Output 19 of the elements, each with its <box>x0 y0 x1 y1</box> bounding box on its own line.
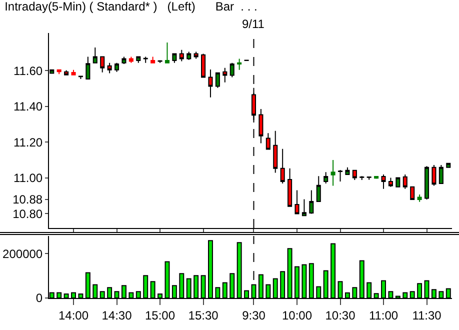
y-tick-label: 200000 <box>2 246 43 261</box>
x-tick-label: 15:30 <box>188 308 219 322</box>
x-tick-label: 10:30 <box>325 308 356 322</box>
text: 9/11 <box>242 17 265 31</box>
y-tick-label: 11.20 <box>13 135 43 150</box>
chart-title: Intraday(5-Min) ( Standard* ) (Left) Bar . . . <box>4 0 258 14</box>
y-tick-label: 10.88 <box>12 192 43 207</box>
x-tick-label: 11:30 <box>412 308 442 322</box>
x-tick-label: 14:30 <box>102 308 132 322</box>
x-tick-label: 14:00 <box>58 308 89 322</box>
x-tick-label: 9:30 <box>242 308 266 322</box>
x-tick-label: 15:00 <box>145 308 176 322</box>
x-tick-label: 10:00 <box>282 308 312 322</box>
x-tick-label: 11:00 <box>368 308 398 322</box>
y-tick-label: 11.00 <box>13 171 43 186</box>
y-tick-label: 0 <box>36 291 43 306</box>
y-tick-label: 11.60 <box>13 64 43 78</box>
y-tick-label: 10.80 <box>12 206 43 221</box>
y-tick-label: 11.40 <box>13 100 43 114</box>
